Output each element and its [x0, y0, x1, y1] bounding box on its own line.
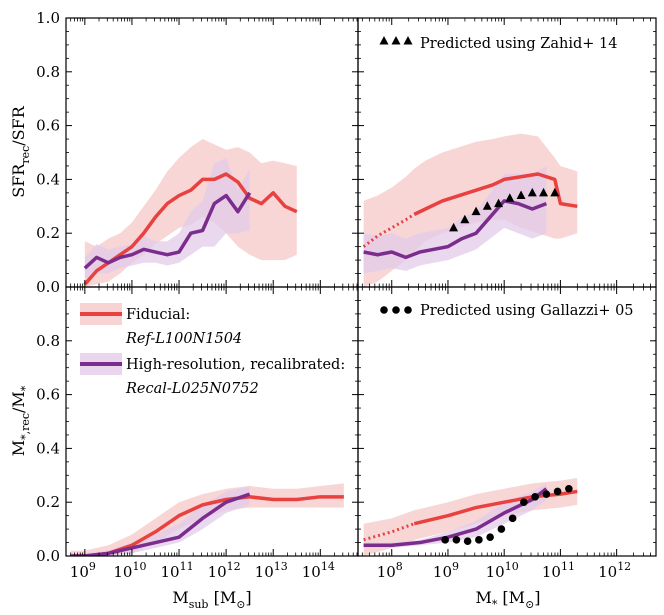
- bottom-right-series-2-dot-9: [542, 490, 551, 498]
- bottom-left-plot-area: [70, 483, 344, 556]
- top-right-series-2-triangle-6: [516, 190, 526, 200]
- zahid-legend-label: Predicted using Zahid+ 14: [420, 36, 617, 52]
- top-right-series-2-triangle-7: [527, 187, 537, 197]
- bottom-right-series-2-dot-6: [508, 514, 517, 523]
- bottom-left-ytick-label: 0.2: [36, 493, 60, 511]
- bottom-y-axis-label: M*,rec/M*: [9, 385, 32, 456]
- gallazzi-legend-dot-2: [404, 306, 412, 314]
- top-right-series-1-band: [363, 165, 547, 274]
- top-right-series-0-dotted-line: [362, 213, 416, 248]
- bottom-left-xtick-label: 1012: [208, 560, 241, 581]
- top-left-ytick-label: 0.8: [36, 63, 60, 81]
- bottom-left-ytick-label: 0.8: [36, 332, 60, 350]
- top-left-plot-area: [83, 139, 298, 287]
- bottom-right-series-2-dot-1: [452, 536, 461, 544]
- zahid-legend-triangle-2: [403, 36, 413, 45]
- top-right-series-2-triangle-3: [482, 201, 492, 210]
- top-right-series-1-line: [363, 199, 547, 260]
- fiducial-legend-sublabel: Ref-L100N1504: [125, 331, 242, 347]
- top-right-series-2-triangle-0: [449, 222, 459, 232]
- bottom-left-ytick-label: 0.4: [36, 439, 60, 457]
- bottom-right-series-2-dot-2: [463, 537, 472, 546]
- top-left-ytick-label: 0.0: [36, 278, 60, 296]
- top-y-axis-label: SFRrec/SFR: [9, 105, 32, 198]
- top-left-ytick-label: 0.2: [36, 224, 60, 242]
- bottom-left-ytick-label: 0.6: [36, 386, 60, 404]
- right-x-axis-label: M* [M⊙]: [475, 588, 540, 611]
- bottom-left-xtick-label: 1014: [302, 560, 335, 581]
- gallazzi-legend-dot-1: [392, 306, 400, 314]
- top-left-series-1-line: [83, 191, 252, 270]
- bottom-right-series-0-dotted-line: [363, 522, 415, 542]
- zahid-legend-triangle-1: [391, 36, 401, 45]
- bottom-right-series-2-dot-4: [486, 533, 494, 541]
- zahid-legend: Predicted using Zahid+ 14: [379, 36, 617, 52]
- bottom-right-xtick-label: 1011: [542, 560, 575, 581]
- bottom-right-series-2-dot-8: [531, 493, 539, 501]
- bottom-left-ytick-label: 0.0: [36, 547, 60, 565]
- bottom-right-series-2-dot-0: [441, 536, 449, 544]
- hires-legend-sublabel: Recal-L025N0752: [125, 381, 259, 397]
- bottom-right-series-2-dot-3: [475, 536, 483, 544]
- left-x-axis-label: Msub [M⊙]: [172, 588, 251, 611]
- bottom-right-xtick-label: 109: [433, 560, 459, 581]
- bottom-right-xtick-label: 1012: [598, 560, 631, 581]
- gallazzi-legend-label: Predicted using Gallazzi+ 05: [420, 303, 634, 319]
- bottom-right-series-2-dot-10: [553, 487, 562, 496]
- bottom-left-xtick-label: 1013: [255, 560, 288, 581]
- bottom-left-series-1-line: [70, 492, 251, 556]
- top-right-series-2-triangle-8: [539, 187, 549, 197]
- simulation-legend: Fiducial: Ref-L100N1504 High-resolution,…: [80, 303, 345, 397]
- bottom-right-xtick-label: 1010: [486, 560, 519, 581]
- top-left-ytick-label: 1.0: [36, 9, 60, 27]
- bottom-right-series-2-dot-7: [520, 498, 528, 507]
- top-right-series-0-line: [413, 172, 578, 216]
- top-right-series-2-triangle-2: [471, 206, 481, 216]
- top-right-series-2-triangle-9: [550, 187, 560, 197]
- zahid-legend-triangle-0: [379, 36, 389, 45]
- bottom-left-xtick-label: 1010: [113, 560, 146, 581]
- bottom-right-series-2-dot-5: [497, 525, 506, 533]
- bottom-left-xtick-label: 109: [70, 560, 96, 581]
- top-right-plot-area: [362, 133, 578, 287]
- bottom-right-series-2-dot-11: [565, 484, 573, 493]
- bottom-right-plot-area: [363, 477, 578, 556]
- bottom-right-xtick-label: 108: [377, 560, 403, 581]
- hires-legend-label: High-resolution, recalibrated:: [126, 357, 345, 373]
- top-right-series-2-triangle-1: [460, 214, 470, 224]
- top-right-series-2-triangle-5: [505, 193, 515, 202]
- gallazzi-legend-dot-0: [380, 306, 388, 314]
- top-left-series-0-line: [83, 172, 298, 286]
- top-left-ytick-label: 0.4: [36, 170, 60, 188]
- bottom-left-xtick-label: 1011: [160, 560, 193, 581]
- gallazzi-legend: Predicted using Gallazzi+ 05: [380, 303, 634, 319]
- bottom-right-series-0-line: [413, 489, 578, 526]
- fiducial-legend-label: Fiducial:: [126, 307, 190, 323]
- top-left-ytick-label: 0.6: [36, 117, 60, 135]
- bottom-left-series-0-band: [70, 483, 344, 556]
- top-right-series-2-triangle-4: [494, 198, 504, 208]
